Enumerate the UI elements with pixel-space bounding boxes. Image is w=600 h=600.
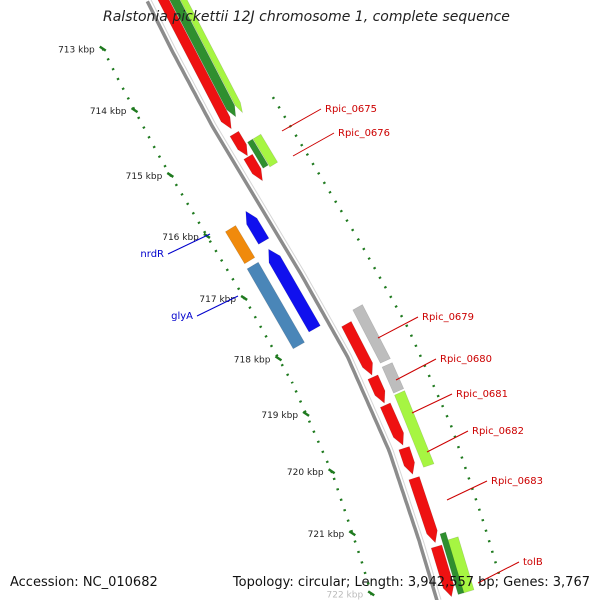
Rpic_0680-gray-feature [381, 362, 405, 394]
tolB-green-feature [439, 531, 465, 595]
ruler-tick-label: 714 kbp [90, 107, 127, 117]
glyA-feature [246, 261, 305, 350]
gene-label: Rpic_0680 [440, 354, 492, 365]
ruler-tick-label: 715 kbp [126, 172, 163, 182]
cds-feature [157, 0, 232, 130]
ruler-major-tick [240, 294, 248, 301]
gene-label: Rpic_0681 [456, 389, 508, 400]
gene-label: Rpic_0676 [338, 128, 390, 139]
ruler-major-tick [302, 410, 310, 417]
gene-label: tolB [523, 557, 543, 568]
ruler-major-tick [327, 468, 336, 475]
backbone-line [145, 0, 439, 600]
Rpic_0681-lime-feature [394, 390, 435, 468]
cds-feature [247, 138, 269, 169]
ruler-major-tick [130, 107, 139, 114]
ruler-tick-label: 722 kbp [327, 590, 364, 600]
ruler-major-tick [99, 45, 107, 52]
ruler-tick-label: 721 kbp [308, 530, 345, 540]
Rpic_0682-feature [398, 446, 415, 475]
Rpic_0681-feature [379, 402, 404, 446]
gene-label-leader [446, 480, 488, 501]
gene-label-leader [281, 108, 322, 132]
gene-label-leader [196, 295, 239, 317]
cds-feature [169, 0, 237, 118]
Rpic_0683-feature [408, 476, 438, 544]
nrdR-feature [224, 225, 256, 265]
gene-label-leader [167, 233, 211, 255]
backbone-highlight [150, 0, 442, 600]
ruler-major-tick [274, 355, 283, 362]
map-title: Ralstonia pickettii 12J chromosome 1, co… [103, 9, 510, 25]
Rpic_0679-gray-feature [352, 304, 391, 364]
ruler-major-tick [348, 530, 356, 537]
nrdR-partner-feature [245, 210, 270, 245]
ruler-tick-label: 717 kbp [199, 295, 236, 305]
gene-label-leader [377, 316, 419, 339]
ruler-tick-label: 716 kbp [162, 233, 199, 243]
gene-label: Rpic_0679 [422, 312, 474, 323]
accession-label: Accession: NC_010682 [10, 575, 158, 590]
summary-label: Topology: circular; Length: 3,942,557 bp… [232, 575, 590, 590]
ruler-tick-label: 719 kbp [261, 411, 298, 421]
gene-label: glyA [171, 311, 193, 322]
glyA-partner-feature [268, 248, 321, 333]
cds-feature [252, 133, 279, 168]
gene-label: nrdR [140, 249, 164, 260]
ruler-major-tick [367, 590, 375, 597]
gene-label-leader [411, 393, 453, 414]
ruler-tick-label: 713 kbp [58, 46, 95, 56]
gene-labels: Rpic_0675 Rpic_0676 nrdR glyA Rpic_0679 Rpic_… [140, 104, 543, 584]
Rpic_0680-feature [367, 374, 386, 404]
cds-feature [229, 130, 248, 157]
inner-tick-track [101, 48, 375, 600]
ruler-tick-label: 718 kbp [234, 355, 271, 365]
Rpic_0679-feature [341, 320, 373, 376]
gene-label: Rpic_0682 [472, 426, 524, 437]
ruler-major-tick [166, 171, 175, 178]
gene-label-leader [395, 358, 437, 381]
outer-tick-track [271, 96, 502, 580]
cds-feature [180, 0, 243, 114]
ruler-tick-label: 720 kbp [287, 468, 324, 478]
gene-label: Rpic_0675 [325, 104, 377, 115]
gene-label-leader [477, 561, 520, 584]
ruler-ticks: 713 kbp 714 kbp 715 kbp 716 kbp 717 kbp 718 k… [58, 45, 375, 600]
gene-label: Rpic_0683 [491, 476, 543, 487]
gene-label-leader [426, 430, 469, 453]
gene-label-leader [292, 132, 335, 157]
cds-feature [243, 153, 263, 182]
tolB-feature [430, 544, 455, 598]
